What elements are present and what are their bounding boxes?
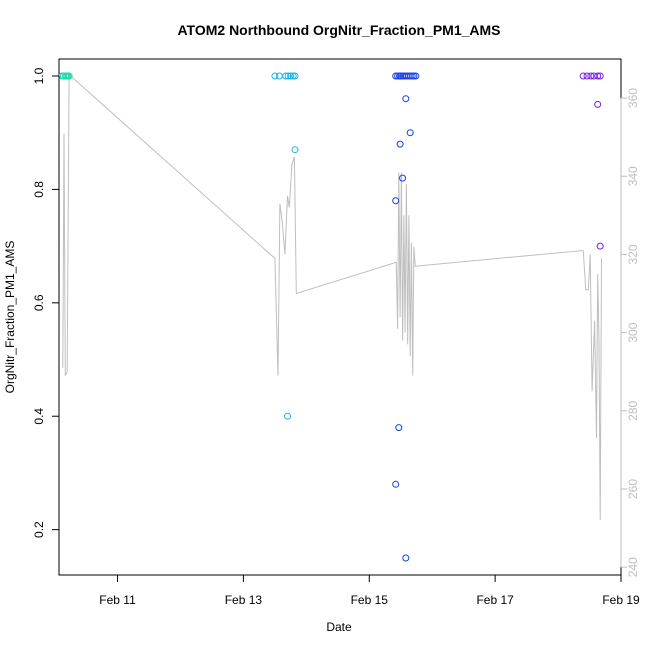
data-point-series-3 bbox=[402, 554, 410, 562]
chart-title: ATOM2 Northbound OrgNitr_Fraction_PM1_AM… bbox=[177, 22, 500, 38]
right-tick-label: 360 bbox=[626, 88, 640, 108]
secondary-series-line bbox=[62, 73, 602, 521]
y-axis-label: OrgNitr_Fraction_PM1_AMS bbox=[3, 241, 17, 394]
y-tick-label: 0.2 bbox=[32, 521, 46, 538]
data-point-series-2 bbox=[291, 146, 299, 154]
data-point-series-4 bbox=[587, 72, 595, 80]
data-point-series-2 bbox=[275, 72, 283, 80]
data-points bbox=[58, 72, 604, 562]
right-tick-label: 240 bbox=[626, 557, 640, 577]
data-point-series-4 bbox=[594, 100, 602, 108]
right-tick-label: 280 bbox=[626, 400, 640, 420]
y-tick-label: 0.8 bbox=[32, 181, 46, 198]
data-point-series-3 bbox=[412, 72, 420, 80]
data-point-series-2 bbox=[282, 72, 290, 80]
right-tick-label: 300 bbox=[626, 322, 640, 342]
data-point-series-2 bbox=[284, 412, 291, 420]
data-point-series-3 bbox=[410, 72, 418, 80]
data-point-series-3 bbox=[392, 197, 400, 205]
right-tick-label: 260 bbox=[626, 479, 640, 499]
x-axis-label: Date bbox=[326, 620, 352, 634]
data-point-series-2 bbox=[287, 72, 295, 80]
plot-area-frame bbox=[58, 58, 622, 576]
x-tick-label: Feb 17 bbox=[476, 593, 514, 607]
y-tick-label: 0.4 bbox=[32, 408, 46, 425]
right-tick-label: 320 bbox=[626, 244, 640, 264]
right-tick-label: 340 bbox=[626, 166, 640, 186]
data-point-series-3 bbox=[402, 95, 410, 103]
y-tick-label: 0.6 bbox=[32, 294, 46, 311]
data-point-series-2 bbox=[284, 72, 292, 80]
data-point-series-4 bbox=[596, 242, 604, 250]
data-point-series-2 bbox=[271, 72, 279, 80]
data-point-series-4 bbox=[596, 72, 604, 80]
data-point-series-4 bbox=[594, 72, 602, 80]
data-point-series-3 bbox=[392, 72, 400, 80]
x-tick-label: Feb 11 bbox=[99, 593, 136, 607]
x-tick-label: Feb 19 bbox=[602, 593, 640, 607]
data-point-series-3 bbox=[396, 140, 404, 148]
right-axis: 240 260 280 300 320 340 360 bbox=[620, 88, 640, 577]
data-point-series-4 bbox=[579, 72, 587, 80]
data-point-series-4 bbox=[583, 72, 591, 80]
data-point-series-3 bbox=[394, 72, 402, 80]
data-point-series-3 bbox=[406, 129, 414, 137]
x-tick-label: Feb 15 bbox=[351, 593, 389, 607]
data-point-series-2 bbox=[289, 72, 297, 80]
data-point-series-1 bbox=[65, 72, 73, 80]
x-tick-label: Feb 13 bbox=[225, 593, 263, 607]
data-point-series-3 bbox=[395, 424, 403, 432]
data-point-series-2 bbox=[291, 72, 299, 80]
x-axis: Feb 11 Feb 13 Feb 15 Feb 17 Feb 19 bbox=[99, 574, 640, 607]
y-axis: 0.2 0.4 0.6 0.8 1.0 bbox=[32, 67, 60, 538]
data-point-series-3 bbox=[392, 480, 400, 488]
y-tick-label: 1.0 bbox=[32, 67, 46, 84]
secondary-series bbox=[62, 73, 602, 521]
data-point-series-3 bbox=[399, 174, 407, 182]
